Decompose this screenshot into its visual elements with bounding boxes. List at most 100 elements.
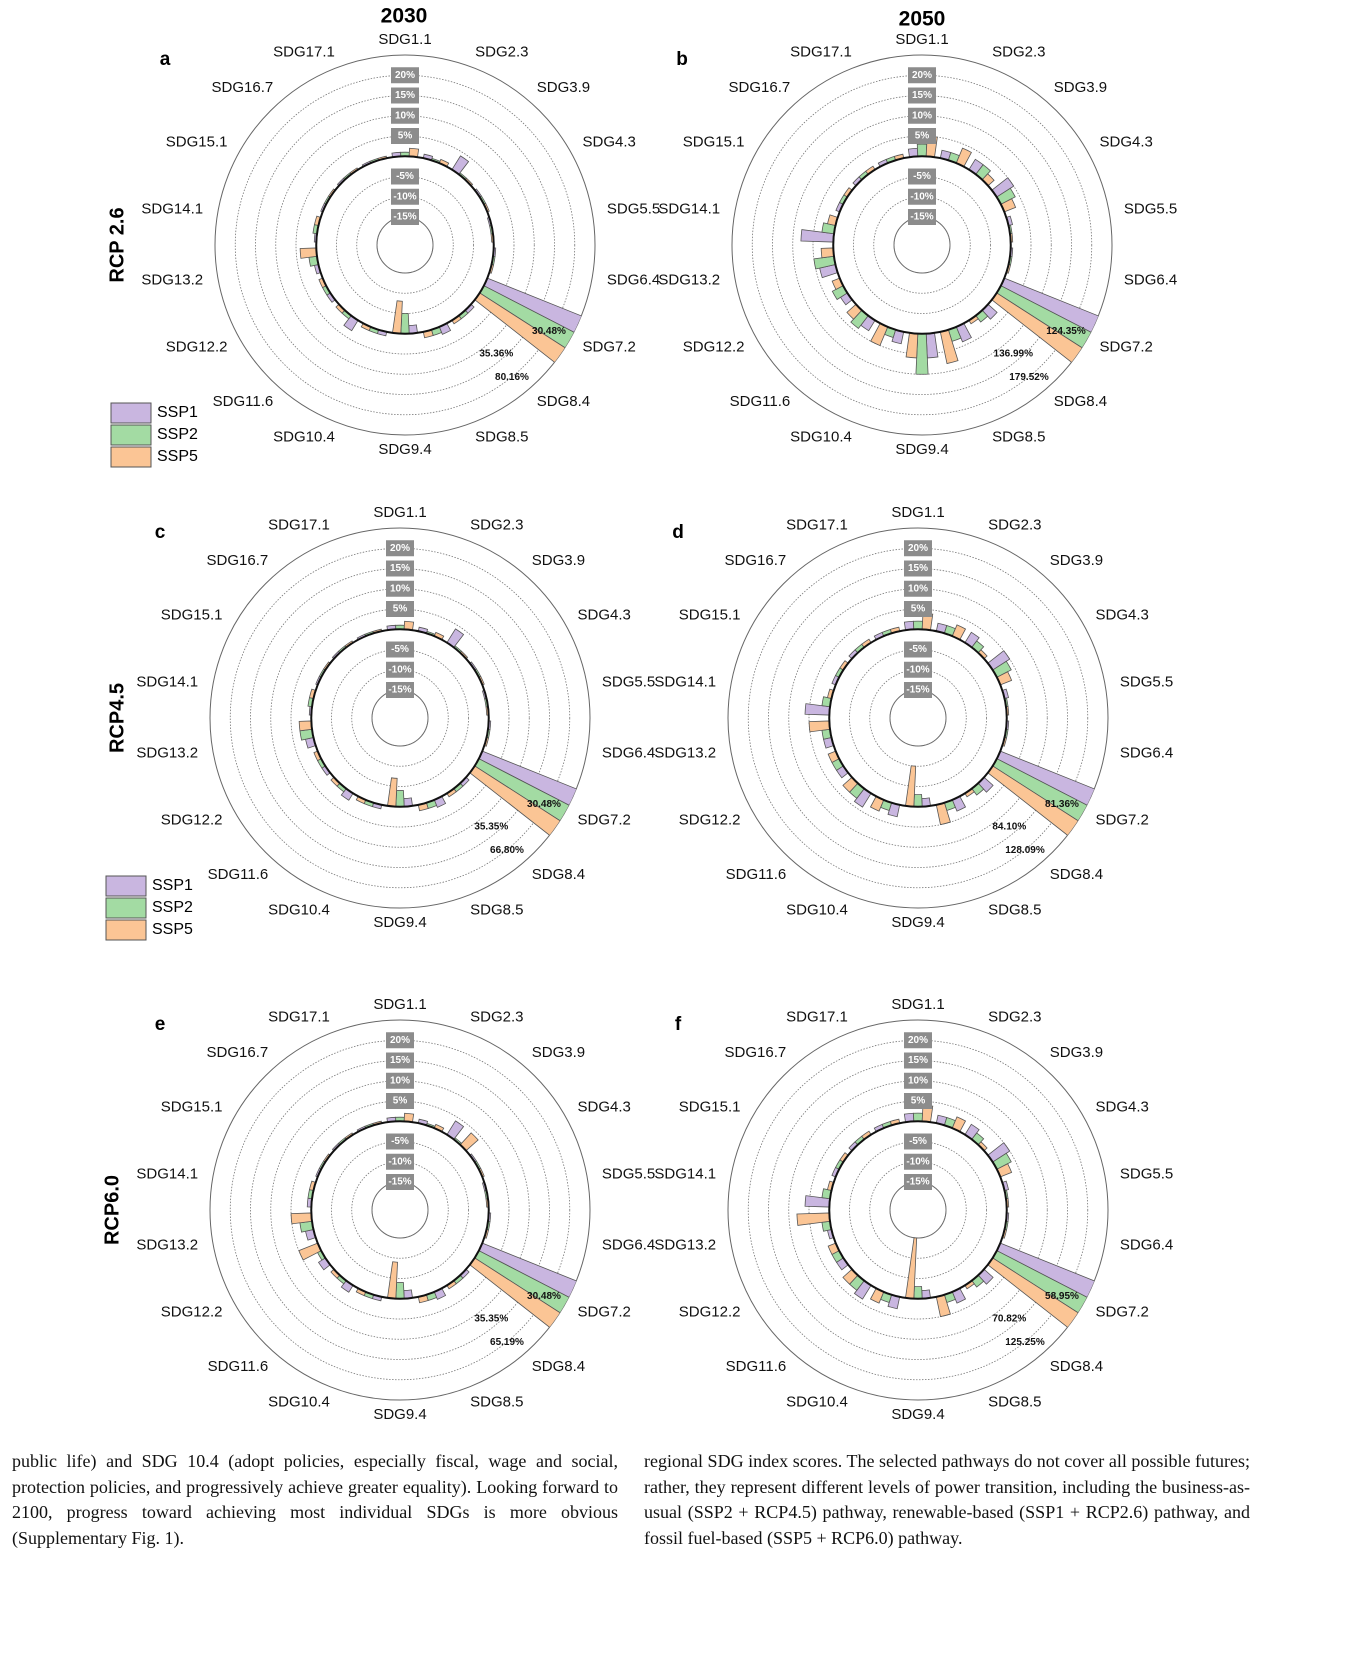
grid-ring [234,74,576,416]
outer-ring [727,527,1109,909]
y-tick-label: 5% [393,604,408,615]
legend-swatch [105,875,147,897]
panel-label: f [675,1014,682,1035]
tick-box [908,87,936,104]
tick-box [904,641,932,658]
y-tick-label: 15% [390,563,410,574]
category-label: SDG8.5 [988,1394,1041,1411]
category-label: SDG2.3 [470,516,523,533]
category-label: SDG10.4 [786,902,848,919]
legend-label: SSP2 [152,899,193,916]
category-label: SDG3.9 [532,552,585,569]
grid-ring [873,196,971,294]
tick-box [386,1093,414,1109]
category-label: SDG12.2 [166,338,228,355]
category-label: SDG12.2 [161,811,223,828]
panel-label: e [155,1014,166,1035]
category-label: SDG4.3 [583,133,636,150]
value-label: 128.09% [1005,845,1045,856]
tick-box [904,1032,932,1049]
category-label: SDG1.1 [895,31,948,48]
figure: 2030 2050 RCP 2.6 RCP4.5 RCP6.0 -15% -10%… [101,5,1177,1423]
tick-box [904,1153,932,1170]
tick-box [904,1052,932,1069]
y-tick-label: -15% [906,1177,929,1188]
tick-box [386,1153,414,1170]
category-label: SDG6.4 [602,745,655,762]
radial-chart: -15% -10% -5% 5% 10% 15% 20% SDG1.1 SDG2.3 SDG3.9… [654,504,1173,931]
value-label: 81.36% [1045,799,1079,810]
tick-box [904,1093,932,1109]
category-label: SDG12.2 [679,1303,741,1320]
bar [299,247,318,259]
category-label: SDG9.4 [891,1406,944,1423]
y-tick-label: -10% [906,1156,929,1167]
bar [905,332,919,359]
bar [913,1112,923,1122]
category-label: SDG3.9 [537,79,590,96]
category-label: SDG7.2 [578,1303,631,1320]
category-label: SDG10.4 [786,1394,848,1411]
y-tick-label: 15% [390,1055,410,1066]
category-label: SDG13.2 [654,745,716,762]
tick-box [386,580,414,597]
radial-chart: -15% -10% -5% 5% 10% 15% 20% SDG1.1 SDG2.3 SDG3.9… [654,996,1173,1423]
row-label: RCP4.5 [106,683,128,753]
grid-ring [371,1181,429,1239]
tick-box [386,641,414,658]
grid-ring [270,588,530,848]
y-tick-label: -5% [909,1136,927,1147]
y-tick-label: -15% [910,212,933,223]
category-label: SDG15.1 [679,606,741,623]
category-label: SDG1.1 [378,31,431,48]
category-label: SDG14.1 [141,200,203,217]
category-label: SDG3.9 [1050,552,1103,569]
y-tick-label: -5% [909,644,927,655]
grid-ring [229,1039,571,1381]
category-label: SDG13.2 [141,272,203,289]
bar [992,1250,1108,1400]
y-tick-label: -10% [906,664,929,675]
value-label: 70.82% [992,1313,1026,1324]
legend-label: SSP1 [157,404,198,421]
category-label: SDG12.2 [679,811,741,828]
category-label: SDG3.9 [1050,1044,1103,1061]
grid-ring [889,689,947,747]
y-tick-label: 10% [395,110,415,121]
grid-ring [275,115,535,375]
category-label: SDG13.2 [658,272,720,289]
value-label: 66.80% [490,845,524,856]
grid-ring [893,216,951,274]
tick-box [391,209,419,225]
bar [913,1286,923,1300]
tick-box [908,188,936,205]
bars [299,147,595,435]
category-label: SDG14.1 [658,200,720,217]
panel-label: d [672,522,684,543]
category-label: SDG2.3 [470,1008,523,1025]
grid-ring [371,689,429,747]
tick-box [908,168,936,185]
category-label: SDG17.1 [790,43,852,60]
grid-ring [747,1039,1089,1381]
bar [991,292,1112,435]
tick-box [386,540,414,557]
category-label: SDG5.5 [1120,1165,1173,1182]
tick-box [908,128,936,144]
legend-label: SSP1 [152,877,193,894]
tick-box [904,601,932,617]
y-tick-label: 5% [915,131,930,142]
tick-box [904,1133,932,1150]
value-label: 65.19% [490,1337,524,1348]
column-title: 2030 [381,5,428,28]
category-label: SDG4.3 [1096,1098,1149,1115]
category-label: SDG12.2 [683,338,745,355]
bar [298,720,313,732]
category-label: SDG2.3 [475,43,528,60]
value-label: 30.48% [527,1291,561,1302]
legend-label: SSP2 [157,426,198,443]
grid-ring [751,74,1093,416]
category-label: SDG1.1 [373,504,426,521]
grid-ring [351,669,449,767]
grid-ring [250,568,550,868]
